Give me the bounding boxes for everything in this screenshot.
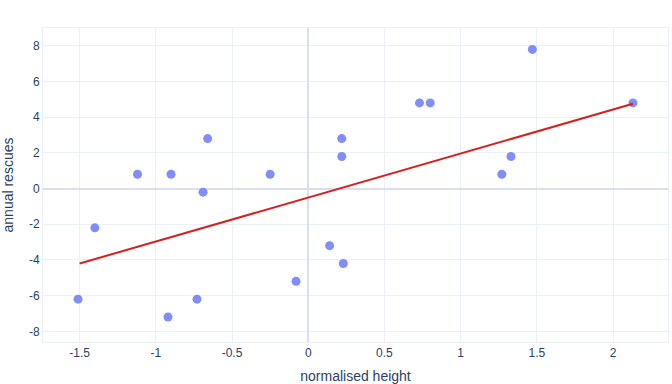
svg-text:-4: -4 xyxy=(29,253,40,267)
svg-text:4: 4 xyxy=(33,110,40,124)
svg-text:0: 0 xyxy=(305,346,312,360)
svg-text:6: 6 xyxy=(33,75,40,89)
svg-text:8: 8 xyxy=(33,39,40,53)
svg-text:0: 0 xyxy=(33,182,40,196)
svg-text:-2: -2 xyxy=(29,217,40,231)
svg-text:-6: -6 xyxy=(29,289,40,303)
svg-text:annual rescues: annual rescues xyxy=(0,138,16,233)
svg-text:normalised height: normalised height xyxy=(300,368,411,384)
svg-text:1.5: 1.5 xyxy=(529,346,546,360)
svg-text:2: 2 xyxy=(33,146,40,160)
svg-text:-1: -1 xyxy=(150,346,161,360)
svg-text:2: 2 xyxy=(610,346,617,360)
svg-text:0.5: 0.5 xyxy=(376,346,393,360)
svg-text:1: 1 xyxy=(457,346,464,360)
svg-text:-1.5: -1.5 xyxy=(69,346,90,360)
svg-text:-8: -8 xyxy=(29,325,40,339)
svg-text:-0.5: -0.5 xyxy=(222,346,243,360)
